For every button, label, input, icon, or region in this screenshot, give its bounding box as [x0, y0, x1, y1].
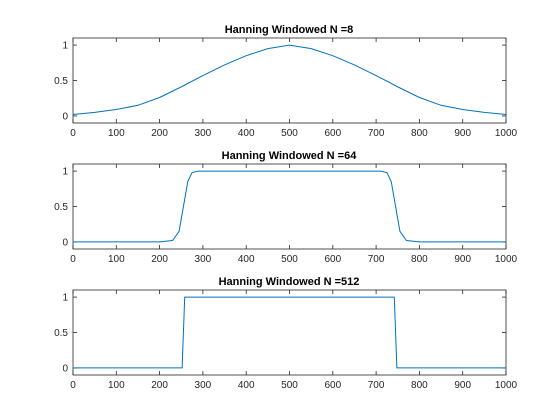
x-tick-label: 800: [411, 254, 428, 265]
x-tick-label: 200: [151, 380, 168, 391]
x-tick-label: 500: [281, 380, 298, 391]
x-tick-label: 500: [281, 254, 298, 265]
x-tick-label: 900: [454, 380, 471, 391]
subplot-3: Hanning Windowed N =512 0 100 200 300 400 500…: [54, 276, 517, 391]
x-tick-label: 200: [151, 128, 168, 139]
x-tick-label: 900: [454, 254, 471, 265]
x-tick-label: 1000: [495, 380, 518, 391]
subplot-title: Hanning Windowed N =512: [219, 276, 360, 288]
y-tick-label: 0: [62, 363, 68, 374]
x-tick-label: 700: [368, 128, 385, 139]
x-tick-label: 100: [108, 380, 125, 391]
subplot-1: Hanning Windowed N =8 0 100 200 300 400 500 60…: [54, 24, 517, 139]
x-tick-label: 700: [368, 254, 385, 265]
x-tick-label: 300: [195, 380, 212, 391]
x-tick-label: 400: [238, 254, 255, 265]
series-line: [73, 170, 506, 243]
x-tick-label: 0: [70, 380, 76, 391]
subplot-2: Hanning Windowed N =64 0 100 200 300 400 500 6…: [54, 150, 517, 265]
x-tick-label: 200: [151, 254, 168, 265]
x-tick-label: 500: [281, 128, 298, 139]
x-tick-label: 0: [70, 128, 76, 139]
y-tick-label: 0.5: [54, 76, 68, 87]
x-tick-label: 400: [238, 380, 255, 391]
x-tick-label: 600: [324, 380, 341, 391]
y-tick-label: 0: [62, 111, 68, 122]
axes-box: [72, 289, 507, 376]
subplot-title: Hanning Windowed N =64: [222, 150, 358, 162]
x-tick-label: 600: [324, 128, 341, 139]
x-tick-label: 300: [195, 128, 212, 139]
x-tick-label: 0: [70, 254, 76, 265]
y-tick-label: 0: [62, 237, 68, 248]
x-tick-label: 100: [108, 128, 125, 139]
subplot-title: Hanning Windowed N =8: [225, 24, 354, 36]
x-tick-label: 800: [411, 380, 428, 391]
x-tick-label: 300: [195, 254, 212, 265]
x-tick-label: 800: [411, 128, 428, 139]
x-tick-label: 700: [368, 380, 385, 391]
y-tick-label: 0.5: [54, 328, 68, 339]
x-tick-label: 1000: [495, 128, 518, 139]
x-tick-label: 100: [108, 254, 125, 265]
x-tick-label: 400: [238, 128, 255, 139]
series-line: [73, 296, 506, 369]
y-tick-label: 0.5: [54, 202, 68, 213]
x-tick-label: 900: [454, 128, 471, 139]
y-tick-label: 1: [62, 41, 68, 52]
y-tick-label: 1: [62, 293, 68, 304]
x-tick-label: 1000: [495, 254, 518, 265]
y-tick-label: 1: [62, 167, 68, 178]
axes-box: [72, 163, 507, 250]
series-line: [72, 44, 507, 115]
x-tick-label: 600: [324, 254, 341, 265]
axes-box: [72, 37, 507, 124]
